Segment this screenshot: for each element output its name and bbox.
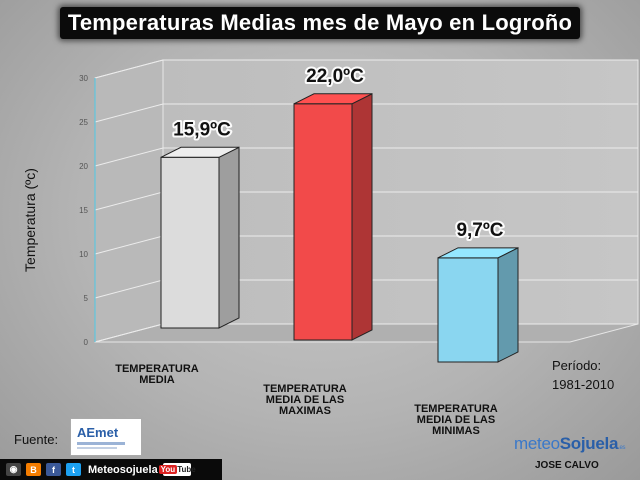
camera-icon[interactable]: ◉ xyxy=(6,463,21,476)
aemet-logo-line xyxy=(77,447,117,449)
aemet-logo-line xyxy=(77,442,125,445)
data-label-halo: 15,9ºC xyxy=(173,119,231,140)
bar-front-face xyxy=(437,257,499,363)
category-label: TEMPERATURA xyxy=(263,383,347,395)
category-label: TEMPERATURA xyxy=(414,403,498,415)
brand-suffix: .es xyxy=(618,445,626,451)
brand-name-part2: Sojuela xyxy=(559,434,619,453)
y-tick-label: 5 xyxy=(84,294,89,303)
aemet-logo-text: AEmet xyxy=(77,425,119,440)
bar-3 xyxy=(437,247,519,363)
y-tick-label: 25 xyxy=(79,118,88,127)
bar-side-face xyxy=(351,92,373,341)
period-note: Período: 1981-2010 xyxy=(552,356,614,394)
category-label: MINIMAS xyxy=(432,425,480,437)
bar-side-face xyxy=(218,146,240,329)
category-label: MEDIA DE LAS xyxy=(417,414,495,426)
gridline xyxy=(94,59,638,79)
bar-2 xyxy=(293,92,373,341)
data-label-halo: 22,0ºC xyxy=(306,66,364,87)
data-label: 22,0ºC xyxy=(306,66,364,87)
category-label: TEMPERATURA xyxy=(115,363,199,375)
data-label: 9,7ºC xyxy=(456,220,503,241)
brand-name-part1: meteo xyxy=(514,434,560,453)
bar-front-face xyxy=(293,103,353,341)
data-label-halo: 9,7ºC xyxy=(456,220,503,241)
gridline xyxy=(94,103,638,123)
twitter-icon[interactable]: t xyxy=(66,463,81,476)
social-handle[interactable]: Meteosojuela xyxy=(88,463,158,476)
bar-top-face xyxy=(293,93,373,105)
y-tick-label: 30 xyxy=(79,74,88,83)
social-bar: ◉ B f t Meteosojuela You Tube xyxy=(0,459,222,480)
bar-1 xyxy=(160,146,240,329)
author-name: JOSE CALVO xyxy=(535,460,599,471)
bar-front-face xyxy=(160,156,220,329)
youtube-text: You xyxy=(158,465,178,474)
youtube-icon[interactable]: You Tube xyxy=(158,463,196,476)
period-value: 1981-2010 xyxy=(552,377,615,392)
bar-side-face xyxy=(497,247,519,363)
bar-top-face xyxy=(437,247,519,259)
y-tick-label: 10 xyxy=(79,250,88,259)
data-label: 15,9ºC xyxy=(173,119,231,140)
y-tick-label: 15 xyxy=(79,206,88,215)
brand-logo: meteoSojuela.es xyxy=(514,434,626,454)
y-tick-label: 20 xyxy=(79,162,88,171)
gridline xyxy=(94,147,638,167)
facebook-icon[interactable]: f xyxy=(46,463,61,476)
category-label: MAXIMAS xyxy=(279,405,331,417)
blogger-icon[interactable]: B xyxy=(26,463,41,476)
chart-title: Temperaturas Medias mes de Mayo en Logro… xyxy=(60,7,580,39)
category-label: MEDIA DE LAS xyxy=(266,394,344,406)
category-label: MEDIA xyxy=(139,374,175,386)
source-label: Fuente: xyxy=(14,432,59,447)
bar-top-face xyxy=(160,146,240,158)
y-tick-label: 0 xyxy=(84,338,89,347)
period-label: Período: xyxy=(552,358,602,373)
y-axis-label: Temperatura (ºc) xyxy=(22,168,38,272)
aemet-logo: AEmet xyxy=(70,418,142,456)
